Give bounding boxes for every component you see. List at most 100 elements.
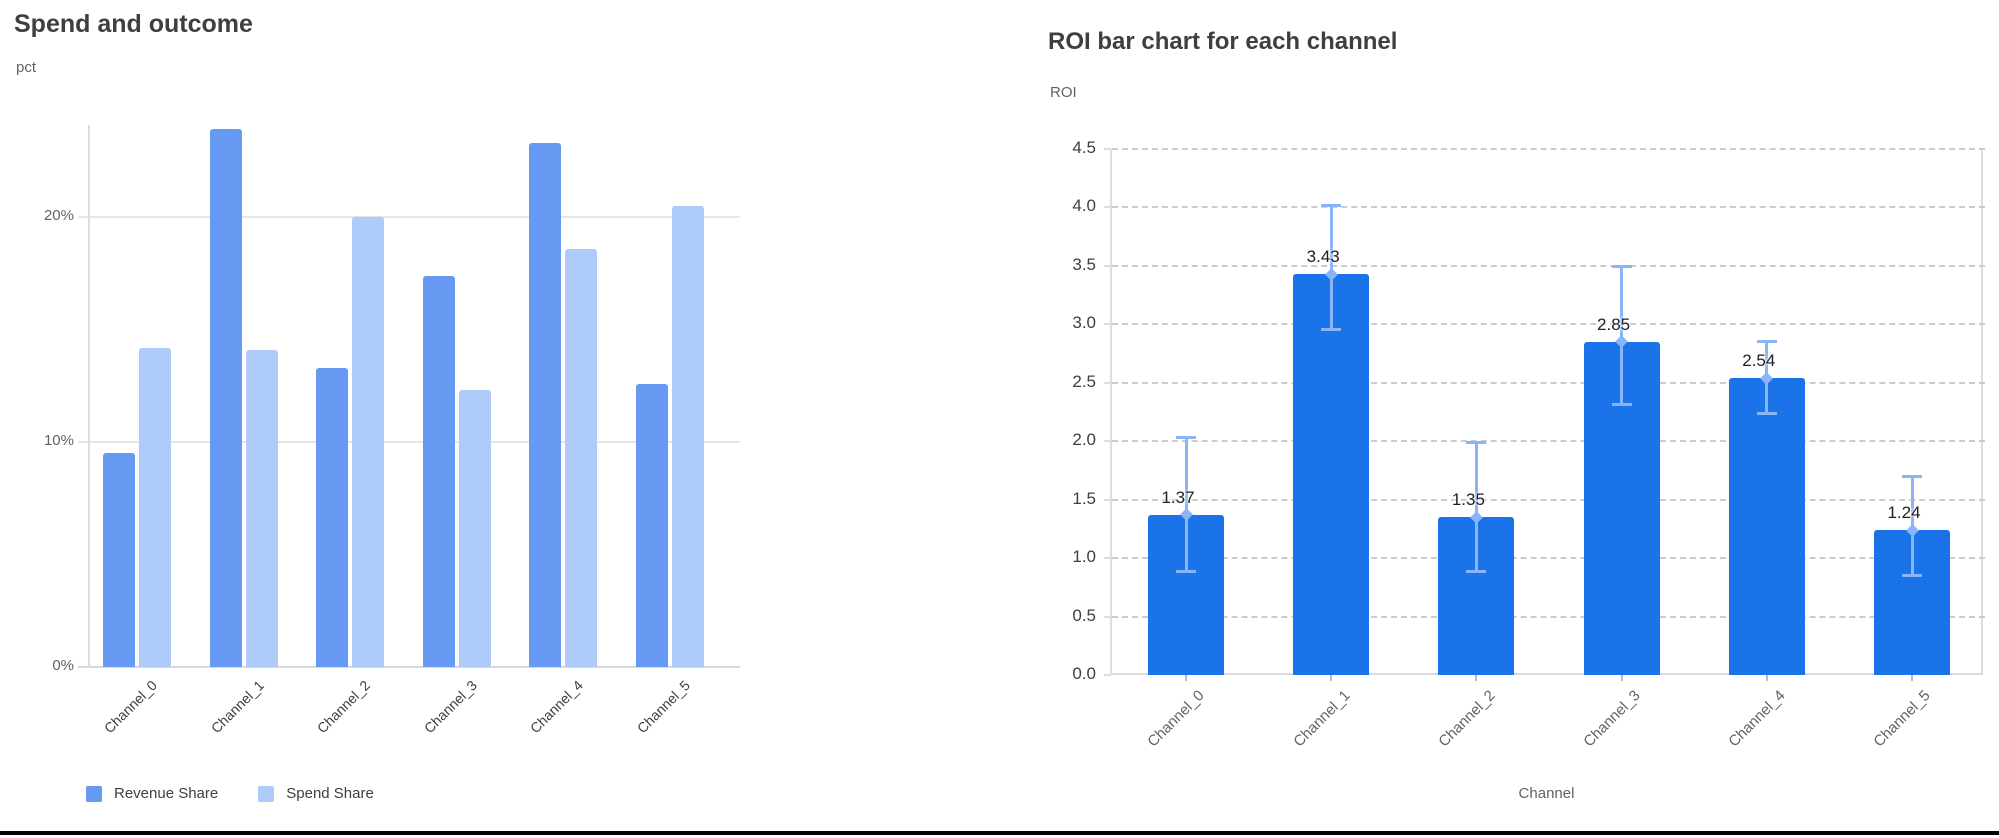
y-tick-label: 3.0 (1072, 313, 1096, 333)
y-tick-label: 3.5 (1072, 254, 1096, 274)
y-tick-label: 2.0 (1072, 430, 1096, 450)
x-tick-label-channel-1: Channel_1 (1289, 687, 1354, 751)
bar-spend-share-channel-3[interactable] (458, 390, 491, 667)
gridline-2.5 (1112, 381, 1985, 384)
gridline-20% (78, 216, 740, 219)
bar-value-label-channel-4: 2.54 (1742, 351, 1776, 371)
error-bar-cap-bottom-channel-2 (1466, 570, 1487, 574)
x-tick-label-channel-4: Channel_4 (1725, 687, 1789, 751)
gridline-0.5 (1112, 615, 1985, 618)
y-axis-line (88, 125, 90, 667)
spend-and-outcome-chart: Spend and outcome pct 0% 10% 20% Channel_0 C… (14, 10, 759, 830)
gridline-10% (78, 441, 740, 444)
y-tick-mark (1104, 148, 1111, 150)
legend-item-revenue-share[interactable]: Revenue Share (86, 785, 218, 802)
y-tick-mark (1104, 264, 1111, 267)
bar-spend-share-channel-4[interactable] (565, 248, 597, 667)
x-tick-mark (1330, 675, 1333, 681)
error-bar-cap-bottom-channel-3 (1611, 402, 1632, 406)
y-tick-label: 0.0 (1072, 664, 1096, 683)
error-bar-cap-bottom-channel-1 (1321, 328, 1342, 332)
error-bar-cap-top-channel-3 (1611, 264, 1632, 268)
error-bar-cap-bottom-channel-5 (1902, 573, 1922, 577)
x-tick-label-channel-1: Channel_1 (207, 677, 267, 737)
bar-revenue-share-channel-2[interactable] (316, 367, 348, 667)
y-tick-mark (1104, 557, 1111, 560)
error-bar-cap-top-channel-0 (1176, 435, 1196, 439)
legend-swatch-revenue-share (86, 785, 102, 802)
error-bar-channel-0 (1184, 436, 1188, 573)
x-tick-label-channel-3: Channel_3 (1580, 687, 1644, 751)
chart-title: Spend and outcome (14, 10, 253, 38)
y-tick-label: 4.0 (1072, 196, 1096, 216)
bar-revenue-share-channel-1[interactable] (209, 129, 242, 667)
x-tick-mark (1475, 675, 1478, 681)
x-tick-label-channel-0: Channel_0 (1144, 687, 1209, 751)
y-tick-label: 1.0 (1072, 547, 1096, 567)
legend-label: Spend Share (286, 785, 374, 802)
bar-revenue-share-channel-0[interactable] (103, 453, 135, 667)
y-tick-mark (1104, 381, 1111, 384)
bar-spend-share-channel-5[interactable] (671, 205, 704, 667)
x-tick-label-channel-2: Channel_2 (314, 677, 374, 737)
chart-title: ROI bar chart for each channel (1048, 28, 1398, 55)
y-tick-mark (1104, 498, 1111, 501)
gridline-2.0 (1112, 440, 1985, 443)
y-tick-label: 4.5 (1072, 138, 1096, 157)
error-bar-cap-top-channel-5 (1902, 475, 1922, 479)
y-tick-mark (1104, 206, 1111, 209)
gridline-3.0 (1112, 323, 1985, 326)
y-tick-label: 20% (43, 207, 74, 225)
legend: Revenue Share Spend Share (86, 785, 374, 802)
roi-bar-chart: ROI bar chart for each channel ROI 0.0 0.… (1034, 10, 1999, 830)
error-bar-channel-2 (1474, 442, 1478, 573)
y-tick-label: 10% (43, 432, 74, 450)
bar-value-label-channel-0: 1.37 (1161, 487, 1195, 507)
legend-item-spend-share[interactable]: Spend Share (258, 785, 374, 802)
x-axis-title: Channel (1518, 785, 1575, 802)
plot-area: 0% 10% 20% Channel_0 Channel_1 Channel_2 Chann… (44, 125, 740, 736)
gridline-1.0 (1112, 557, 1985, 560)
x-tick-mark (1620, 675, 1623, 681)
y-tick-mark (1104, 674, 1111, 676)
error-bar-cap-top-channel-4 (1756, 339, 1777, 343)
bar-revenue-share-channel-3[interactable] (422, 275, 455, 667)
x-tick-mark (1911, 675, 1913, 681)
y-tick-mark (1104, 323, 1111, 326)
bar-value-label-channel-1: 3.43 (1306, 247, 1340, 267)
y-axis-unit-label: pct (16, 59, 37, 76)
y-tick-mark (1104, 440, 1111, 443)
y-tick-label: 0% (52, 657, 74, 674)
roi-bar-channel-4[interactable] (1728, 378, 1805, 675)
x-tick-label-channel-0: Channel_0 (101, 677, 161, 737)
bar-revenue-share-channel-5[interactable] (635, 383, 668, 667)
error-bar-channel-3 (1620, 265, 1624, 405)
bar-value-label-channel-2: 1.35 (1451, 490, 1485, 510)
y-tick-label: 1.5 (1072, 488, 1096, 508)
plot-area: 0.0 0.5 1.0 1.5 2.0 2.5 3.0 3.5 4.0 4.5 1.37 3.43 1.… (1072, 138, 1985, 750)
bar-spend-share-channel-1[interactable] (245, 349, 278, 667)
x-tick-label-channel-3: Channel_3 (420, 677, 480, 737)
gridline-0% (78, 666, 740, 668)
bar-value-label-channel-3: 2.85 (1597, 314, 1631, 334)
legend-swatch-spend-share (258, 785, 275, 802)
roi-bar-channel-1[interactable] (1293, 274, 1370, 675)
x-tick-label-channel-5: Channel_5 (633, 677, 693, 737)
bottom-divider-rule (0, 831, 1999, 835)
gridline-3.5 (1112, 264, 1985, 267)
y-tick-mark (1104, 615, 1111, 618)
y-tick-label: 0.5 (1072, 605, 1096, 625)
y-tick-label: 2.5 (1072, 371, 1096, 391)
x-tick-mark (1185, 675, 1187, 681)
x-tick-label-channel-5: Channel_5 (1870, 687, 1935, 751)
bar-revenue-share-channel-4[interactable] (529, 142, 561, 667)
bar-spend-share-channel-2[interactable] (352, 217, 384, 667)
error-bar-channel-1 (1329, 205, 1333, 331)
x-tick-mark (1765, 675, 1768, 681)
error-bar-cap-top-channel-2 (1466, 441, 1487, 445)
legend-label: Revenue Share (114, 785, 219, 802)
bar-spend-share-channel-0[interactable] (139, 347, 171, 667)
gridline-4.5 (1112, 148, 1985, 150)
x-tick-label-channel-4: Channel_4 (527, 677, 587, 737)
